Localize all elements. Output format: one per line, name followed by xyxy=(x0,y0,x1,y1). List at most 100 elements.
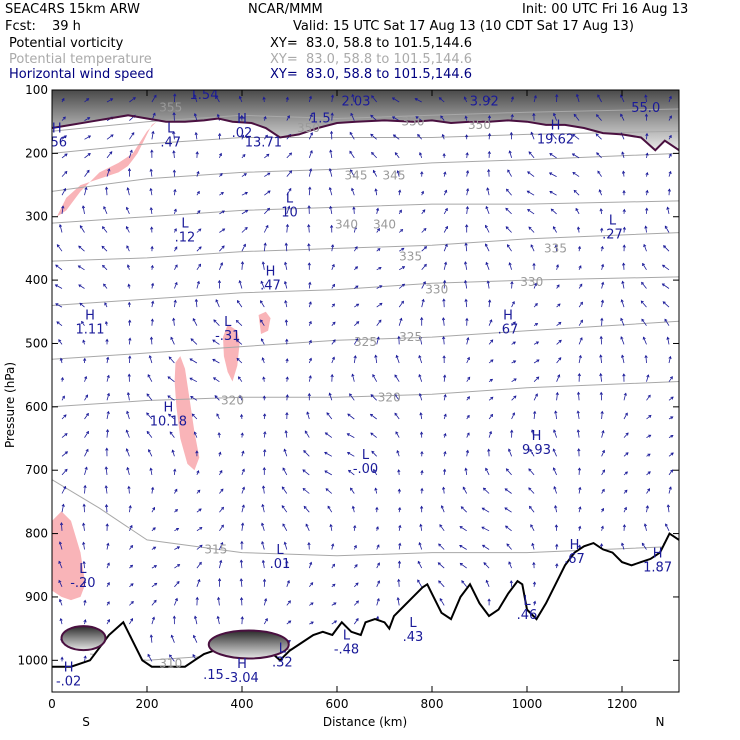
wind-arrow xyxy=(308,114,313,121)
wind-arrowhead xyxy=(328,186,332,191)
wind-arrowhead xyxy=(127,283,131,287)
wind-arrow xyxy=(308,282,311,289)
wind-arrow xyxy=(556,392,558,401)
low-level-pv-blob-1 xyxy=(207,629,290,660)
wind-arrow xyxy=(308,562,312,569)
wind-arrowhead xyxy=(461,580,465,584)
wind-arrowhead xyxy=(485,261,489,266)
wind-arrowhead xyxy=(466,432,470,436)
extremum-value: -.00 xyxy=(353,462,378,477)
wind-arrowhead xyxy=(307,262,311,266)
wind-arrowhead xyxy=(487,598,491,602)
wind-arrowhead xyxy=(577,448,581,452)
wind-arrow xyxy=(376,580,380,587)
wind-arrow xyxy=(327,506,333,513)
wind-arrow xyxy=(487,281,490,289)
wind-arrowhead xyxy=(535,341,540,345)
wind-arrowhead xyxy=(150,318,154,322)
wind-arrow xyxy=(486,580,490,587)
wind-arrowhead xyxy=(578,486,582,490)
wind-arrowhead xyxy=(464,298,468,302)
wind-arrowhead xyxy=(622,189,626,194)
wind-arrow xyxy=(286,620,291,625)
wind-arrow xyxy=(439,97,445,103)
wind-arrow xyxy=(421,299,424,308)
wind-arrow xyxy=(349,132,355,140)
wind-arrow xyxy=(466,206,468,214)
wind-arrow xyxy=(146,431,153,438)
wind-arrow xyxy=(352,94,355,103)
wind-arrow xyxy=(129,525,133,531)
wind-arrowhead xyxy=(332,339,336,343)
wind-arrowhead xyxy=(463,96,467,100)
extremum-type: L xyxy=(609,214,617,229)
wind-arrowhead xyxy=(481,507,485,511)
wind-arrow xyxy=(643,337,647,345)
wind-arrow xyxy=(505,525,512,532)
wind-arrowhead xyxy=(530,524,534,528)
wind-arrow xyxy=(84,413,89,420)
wind-arrowhead xyxy=(59,522,64,526)
wind-arrowhead xyxy=(61,503,65,507)
wind-arrowhead xyxy=(417,560,421,564)
wind-arrow xyxy=(597,94,602,103)
wind-arrow xyxy=(398,525,401,531)
wind-arrowhead xyxy=(487,168,491,173)
wind-arrow xyxy=(264,208,270,215)
wind-arrowhead xyxy=(308,281,312,285)
wind-arrow xyxy=(83,542,85,550)
wind-arrow xyxy=(420,412,423,420)
wind-arrow xyxy=(353,338,359,345)
wind-arrow xyxy=(419,542,423,550)
wind-arrowhead xyxy=(440,115,444,119)
wind-arrowhead xyxy=(152,527,156,531)
wind-arrowhead xyxy=(326,412,330,416)
wind-arrowhead xyxy=(105,338,109,342)
wind-arrow xyxy=(190,338,198,345)
wind-arrow xyxy=(509,262,512,270)
wind-arrowhead xyxy=(103,283,107,287)
wind-arrowhead xyxy=(190,338,194,342)
wind-arrowhead xyxy=(481,526,485,530)
wind-arrowhead xyxy=(602,469,606,473)
wind-arrowhead xyxy=(58,598,62,603)
wind-arrow xyxy=(84,394,88,401)
wind-arrow xyxy=(61,469,68,476)
wind-arrowhead xyxy=(533,410,537,414)
wind-arrowhead xyxy=(534,323,539,326)
wind-arrowhead xyxy=(528,226,532,230)
wind-arrowhead xyxy=(289,152,293,156)
wind-arrow xyxy=(127,187,130,196)
wind-arrowhead xyxy=(64,468,68,472)
wind-arrowhead xyxy=(83,599,87,603)
wind-arrowhead xyxy=(527,208,531,212)
wind-arrow xyxy=(640,300,647,308)
wind-arrowhead xyxy=(557,303,561,307)
wind-arrow xyxy=(219,542,223,550)
wind-arrowhead xyxy=(261,503,265,508)
wind-arrow xyxy=(60,618,63,625)
plot-frame xyxy=(51,89,680,693)
wind-arrowhead xyxy=(169,654,173,658)
wind-arrow xyxy=(466,337,469,345)
wind-arrow xyxy=(106,187,108,196)
wind-arrowhead xyxy=(219,152,222,157)
wind-arrowhead xyxy=(508,561,512,565)
wind-arrowhead xyxy=(127,485,131,489)
wind-arrowhead xyxy=(512,321,516,325)
wind-arrowhead xyxy=(213,319,217,323)
wind-arrowhead xyxy=(242,154,246,158)
wind-arrowhead xyxy=(642,262,645,266)
wind-arrowhead xyxy=(174,488,178,492)
wind-arrowhead xyxy=(198,228,202,232)
wind-arrowhead xyxy=(63,485,67,490)
wind-arrowhead xyxy=(263,449,267,453)
wind-arrowhead xyxy=(669,376,673,380)
wind-arrowhead xyxy=(104,466,108,470)
wind-arrow xyxy=(370,432,377,438)
wind-arrowhead xyxy=(536,376,540,380)
wind-arrowhead xyxy=(283,541,287,545)
wind-arrowhead xyxy=(281,486,285,490)
wind-arrow xyxy=(196,246,202,252)
wind-arrowhead xyxy=(443,413,447,417)
